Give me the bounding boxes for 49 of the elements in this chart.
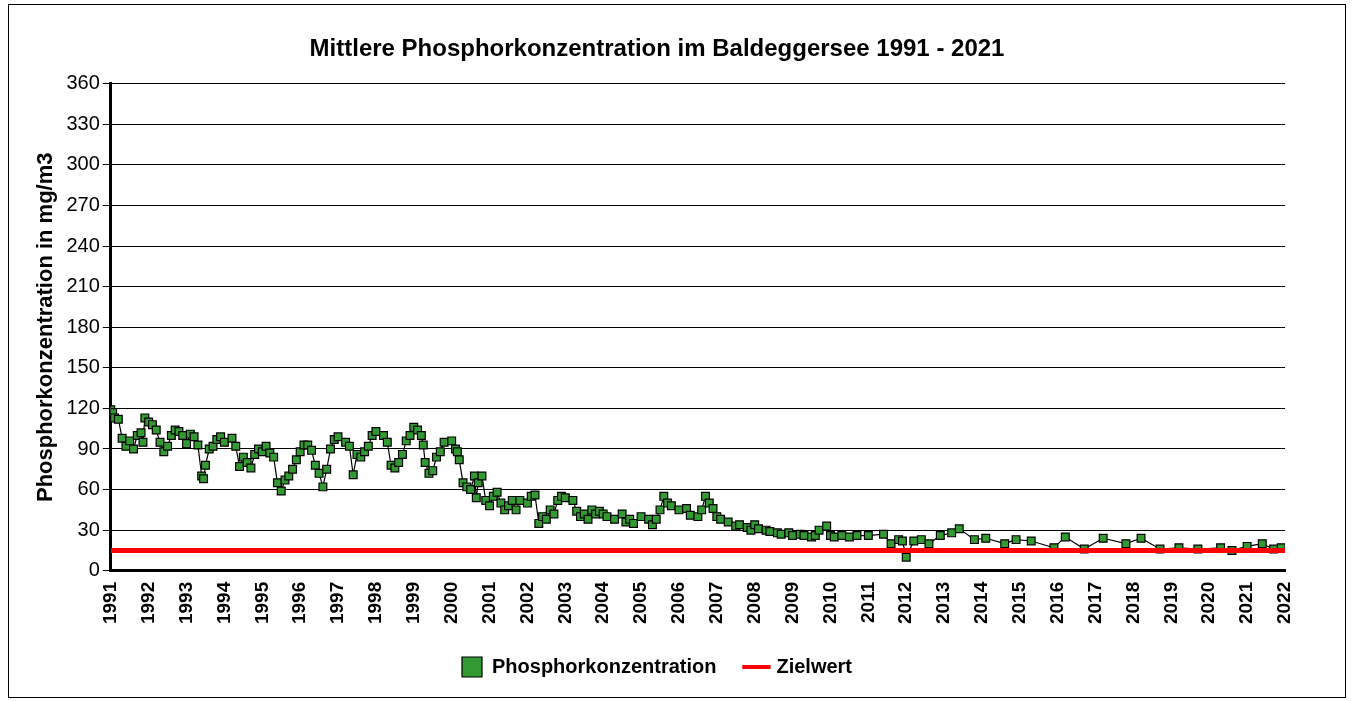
x-tick-label: 2003 (553, 581, 575, 625)
x-tick-label: 2001 (477, 581, 499, 625)
x-tick-label: 2008 (742, 581, 764, 625)
y-tick-label: 330 (66, 111, 100, 134)
x-tick-label: 2007 (705, 581, 727, 625)
x-tick-label: 2010 (818, 581, 840, 625)
x-tick-label: 1997 (326, 581, 348, 625)
x-tick-label: 1995 (250, 581, 272, 625)
x-tick-label: 2011 (856, 581, 878, 623)
x-tick-label: 1991 (99, 581, 120, 625)
x-tick-label: 2013 (932, 581, 954, 625)
x-tick-label: 1999 (402, 581, 424, 625)
x-tick-label: 1992 (136, 581, 158, 625)
y-tick-label: 120 (66, 395, 100, 418)
y-tick-label: 210 (66, 274, 100, 297)
x-tick-label: 2016 (1045, 581, 1067, 625)
x-tick-label: 2020 (1197, 581, 1219, 625)
x-tick-label: 1993 (174, 581, 196, 625)
x-tick-label: 2014 (970, 581, 992, 625)
y-tick-label: 60 (77, 477, 100, 500)
x-tick-label: 2005 (629, 581, 651, 625)
x-tick-label: 2006 (667, 581, 689, 625)
x-tick-label: 2018 (1121, 581, 1143, 625)
y-tick-label: 150 (66, 355, 100, 378)
x-tick-label: 2004 (591, 581, 613, 625)
x-tick-label: 2009 (780, 581, 802, 625)
x-tick-label: 2021 (1235, 581, 1257, 625)
x-tick-label: 2000 (439, 581, 461, 625)
x-tick-label: 2022 (1273, 581, 1295, 625)
x-tick-label: 1994 (212, 581, 234, 625)
y-tick-label: 30 (77, 517, 100, 540)
y-tick-label: 180 (66, 314, 100, 337)
x-tick-label: 1998 (364, 581, 386, 625)
legend-label: Zielwert (776, 654, 853, 677)
x-tick-label: 2019 (1159, 581, 1181, 625)
x-tick-label: 1996 (288, 581, 310, 625)
y-tick-label: 90 (77, 436, 100, 459)
x-tick-label: 2017 (1083, 581, 1105, 625)
x-tick-label: 2012 (894, 581, 916, 625)
chart-title: Mittlere Phosphorkonzentration im Baldeggersee 1991 - 2021 (309, 34, 1005, 62)
x-tick-label: 2015 (1008, 581, 1030, 625)
y-tick-label: 360 (66, 71, 100, 94)
x-tick-label: 2002 (515, 581, 537, 625)
y-axis-title: Phosphorkonzentration in mg/m3 (32, 152, 58, 503)
y-tick-label: 240 (66, 233, 100, 256)
legend-label: Phosphorkonzentration (491, 654, 717, 677)
y-tick-label: 300 (66, 152, 100, 175)
y-tick-label: 270 (66, 193, 100, 216)
y-tick-label: 0 (88, 558, 100, 581)
